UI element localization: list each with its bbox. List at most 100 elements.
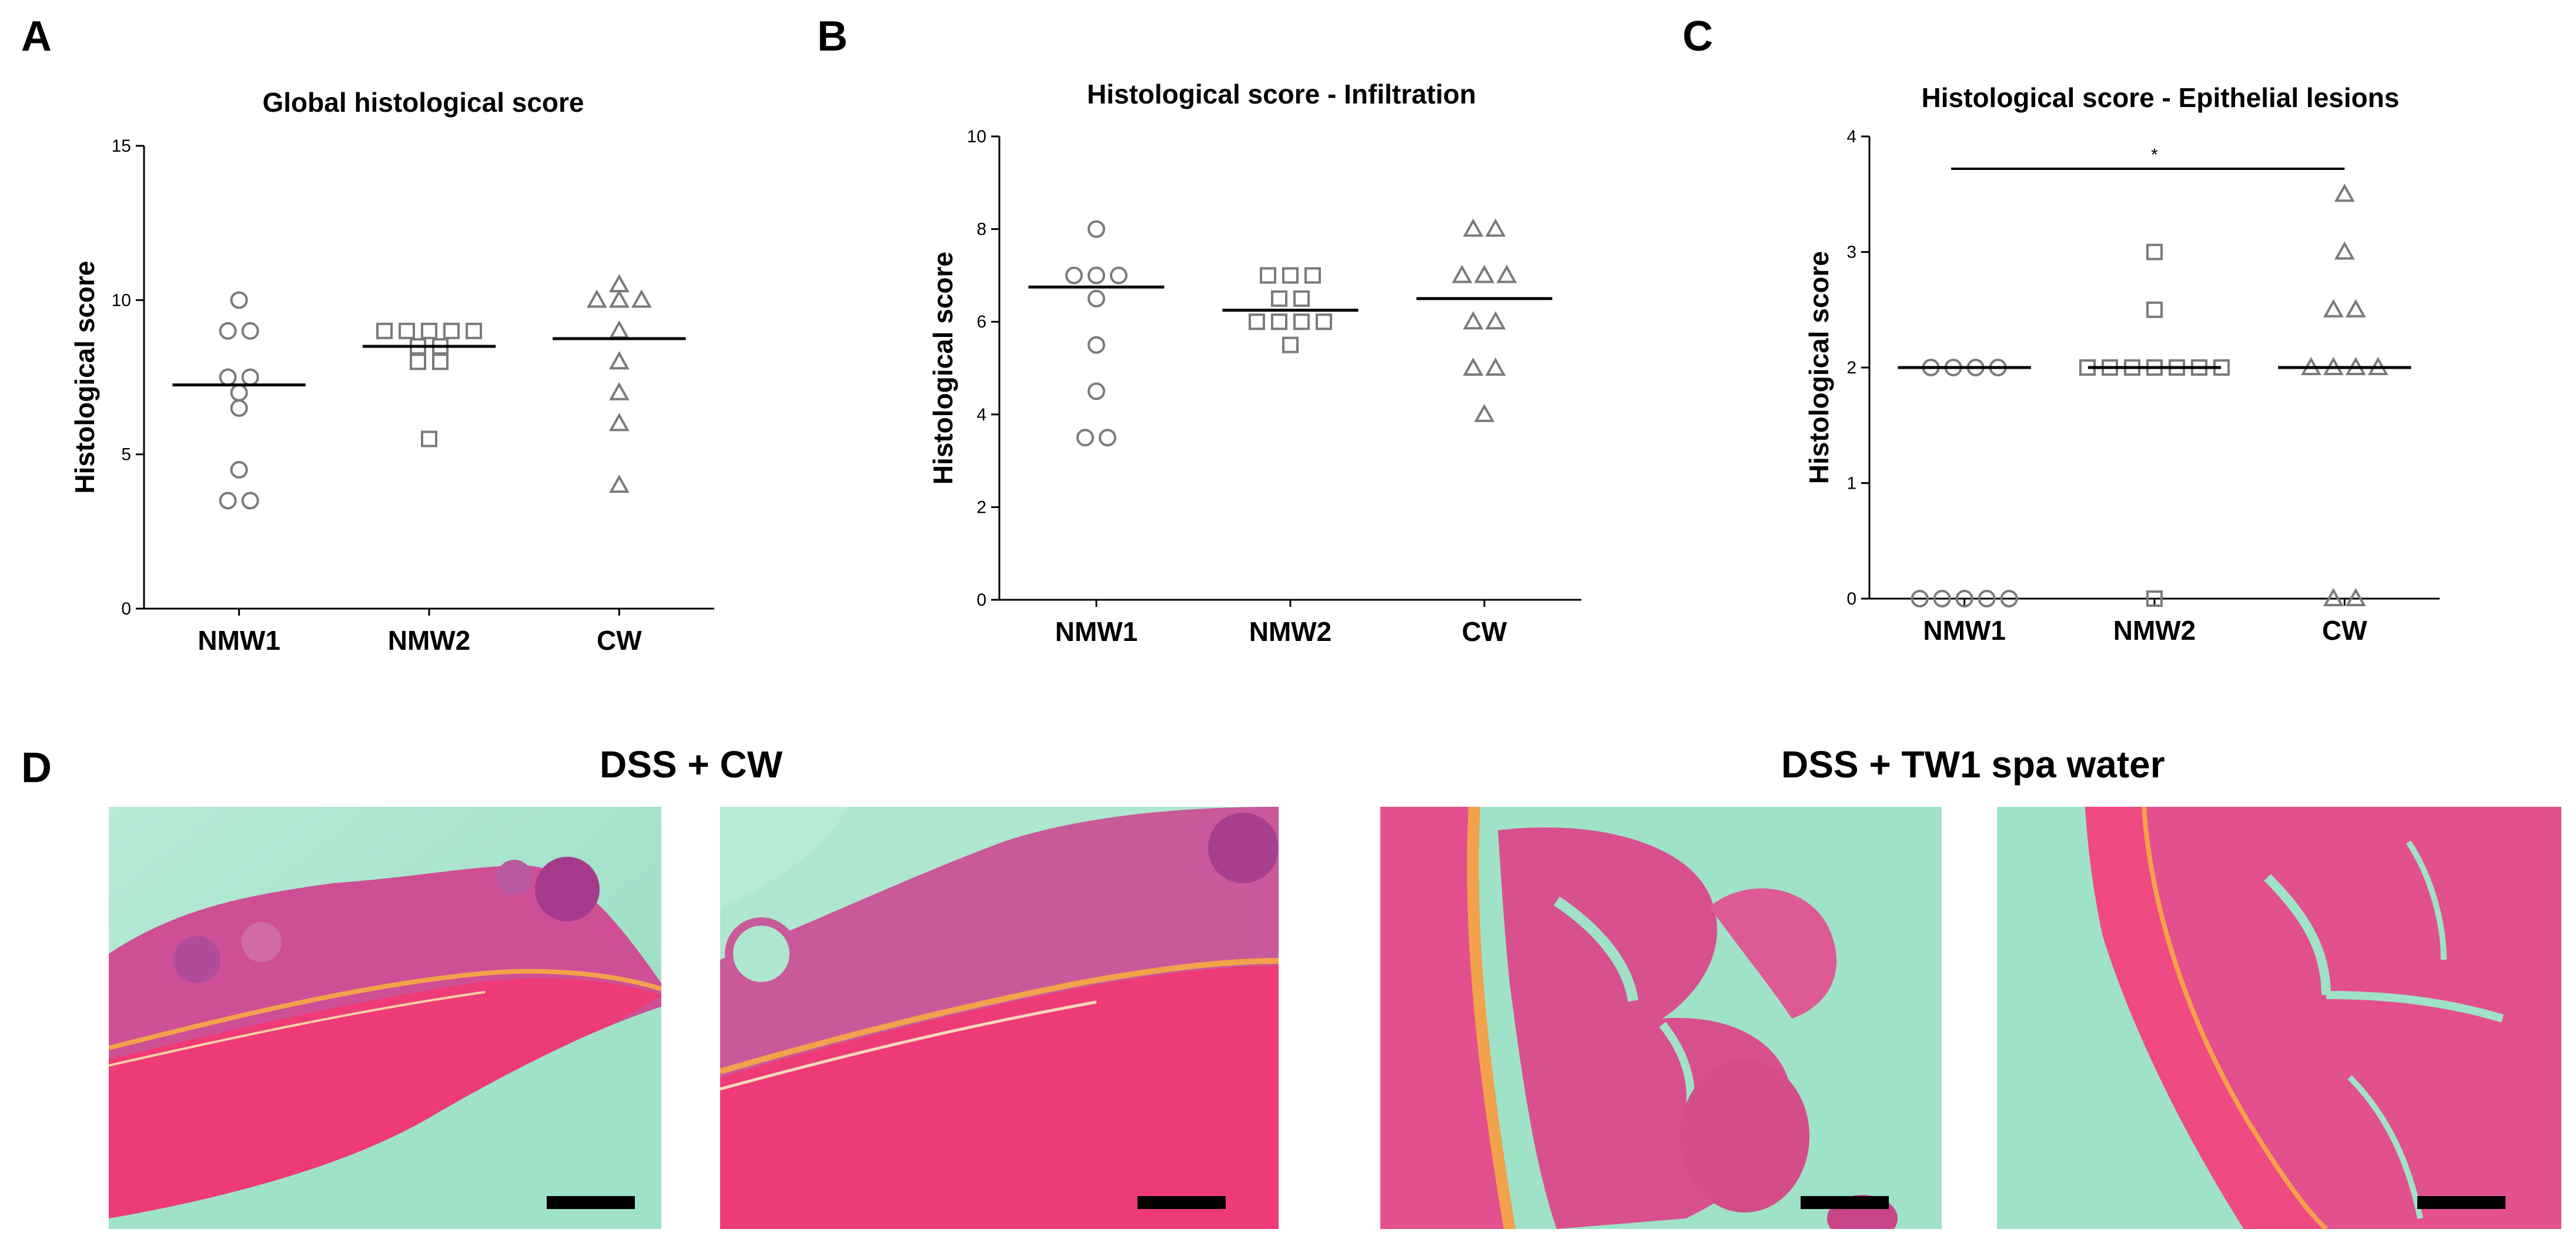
- micrograph-dss-tw1-low-mag: [1380, 807, 1942, 1229]
- data-point: [1485, 311, 1506, 330]
- data-point: [1088, 382, 1105, 400]
- data-point: [1282, 336, 1299, 353]
- data-point: [1911, 590, 1929, 607]
- data-point: [1474, 265, 1495, 283]
- data-point: [586, 289, 607, 308]
- data-point: [1088, 289, 1105, 308]
- x-tick-label-cw: CW: [1462, 616, 1507, 647]
- data-point: [241, 322, 259, 340]
- chart-title: Histological score - Epithelial lesions: [1922, 82, 2400, 113]
- data-point: [1304, 267, 1321, 284]
- data-point: [1249, 313, 1265, 330]
- panel-label-d: D: [21, 744, 52, 792]
- data-point: [230, 399, 248, 417]
- data-point: [1110, 266, 1128, 285]
- panel-label-a: A: [21, 13, 52, 60]
- data-point: [466, 322, 482, 339]
- chart-epithelial-lesions-score: Histological score - Epithelial lesions H…: [1804, 82, 2440, 646]
- data-point: [421, 322, 437, 339]
- data-point: [1088, 220, 1105, 238]
- x-tick-label-cw: CW: [2322, 615, 2367, 646]
- data-point: [2334, 241, 2355, 260]
- y-tick-label: 3: [1846, 243, 1856, 262]
- data-point: [1933, 590, 1951, 607]
- chart-title: Global histological score: [262, 87, 584, 118]
- y-tick-label: 8: [976, 220, 986, 239]
- y-tick-label: 5: [121, 445, 131, 465]
- y-tick-label: 6: [976, 312, 986, 332]
- micrograph-dss-tw1-high-mag: [1997, 807, 2561, 1229]
- data-point: [241, 492, 259, 510]
- data-point: [1076, 429, 1094, 447]
- data-point: [1485, 357, 1506, 376]
- data-point: [1463, 357, 1484, 376]
- data-point: [230, 291, 248, 309]
- x-tick-label-nmw1: NMW1: [1055, 616, 1138, 647]
- data-point: [219, 322, 237, 340]
- y-tick-label: 4: [976, 405, 986, 425]
- x-tick-label-nmw2: NMW2: [2113, 615, 2196, 646]
- data-point: [2146, 243, 2163, 261]
- y-tick-label: 4: [1846, 127, 1856, 146]
- data-point: [2323, 299, 2344, 318]
- data-point: [1293, 313, 1310, 330]
- data-point: [2000, 590, 2018, 607]
- data-point: [2323, 587, 2344, 606]
- data-point: [2334, 183, 2355, 202]
- x-tick-label-nmw2: NMW2: [388, 625, 471, 656]
- data-point: [421, 430, 437, 447]
- data-point: [1271, 290, 1287, 307]
- data-point: [376, 322, 393, 339]
- data-point: [443, 322, 460, 339]
- panel-label-b: B: [817, 13, 848, 60]
- data-point: [432, 353, 449, 370]
- data-point: [608, 351, 630, 370]
- data-point: [608, 413, 630, 432]
- data-point: [1065, 266, 1083, 285]
- data-point: [1463, 311, 1484, 330]
- data-point: [219, 492, 237, 510]
- data-point: [608, 274, 630, 293]
- significance-label: *: [2151, 145, 2158, 165]
- data-point: [2146, 301, 2163, 318]
- data-point: [608, 289, 630, 308]
- x-tick-label-cw: CW: [597, 625, 642, 656]
- x-tick-label-nmw2: NMW2: [1249, 616, 1332, 647]
- y-tick-label: 0: [121, 599, 131, 619]
- y-axis-label: Histological score: [1804, 251, 1834, 484]
- data-point: [1955, 590, 1973, 607]
- data-point: [230, 460, 248, 479]
- data-point: [2345, 299, 2366, 318]
- data-point: [1282, 267, 1299, 284]
- scale-bar-3: [1801, 1196, 1889, 1209]
- y-tick-label: 10: [967, 127, 986, 146]
- micrograph-dss-cw-high-mag: [720, 807, 1279, 1229]
- scale-bar-1: [547, 1196, 635, 1209]
- data-point: [631, 289, 652, 308]
- panel-label-c: C: [1682, 13, 1713, 60]
- data-point: [2345, 587, 2366, 606]
- data-point: [1099, 429, 1116, 447]
- x-tick-label-nmw1: NMW1: [1923, 615, 2006, 646]
- chart-global-histological-score: Global histological score Histological sc…: [69, 87, 714, 656]
- scale-bar-4: [2417, 1196, 2505, 1209]
- y-tick-label: 0: [976, 590, 986, 610]
- x-tick-label-nmw1: NMW1: [198, 625, 280, 656]
- data-point: [2146, 590, 2163, 607]
- data-point: [410, 353, 426, 370]
- micrograph-image-3: [1380, 807, 1942, 1229]
- data-point: [1088, 266, 1105, 285]
- data-point: [1978, 590, 1996, 607]
- data-point: [1496, 265, 1517, 283]
- data-point: [1260, 267, 1276, 284]
- scale-bar-2: [1138, 1196, 1226, 1209]
- y-tick-label: 1: [1846, 474, 1856, 493]
- micrograph-dss-cw-low-mag: [109, 807, 661, 1229]
- micrograph-group-title-cw: DSS + CW: [600, 743, 783, 786]
- micrograph-image-2: [720, 807, 1279, 1229]
- y-tick-label: 2: [1846, 358, 1856, 378]
- micrograph-image-1: [109, 807, 661, 1229]
- data-point: [1088, 336, 1105, 354]
- chart-infiltration-score: Histological score - Infiltration Histolo…: [928, 79, 1581, 647]
- data-point: [1463, 218, 1484, 237]
